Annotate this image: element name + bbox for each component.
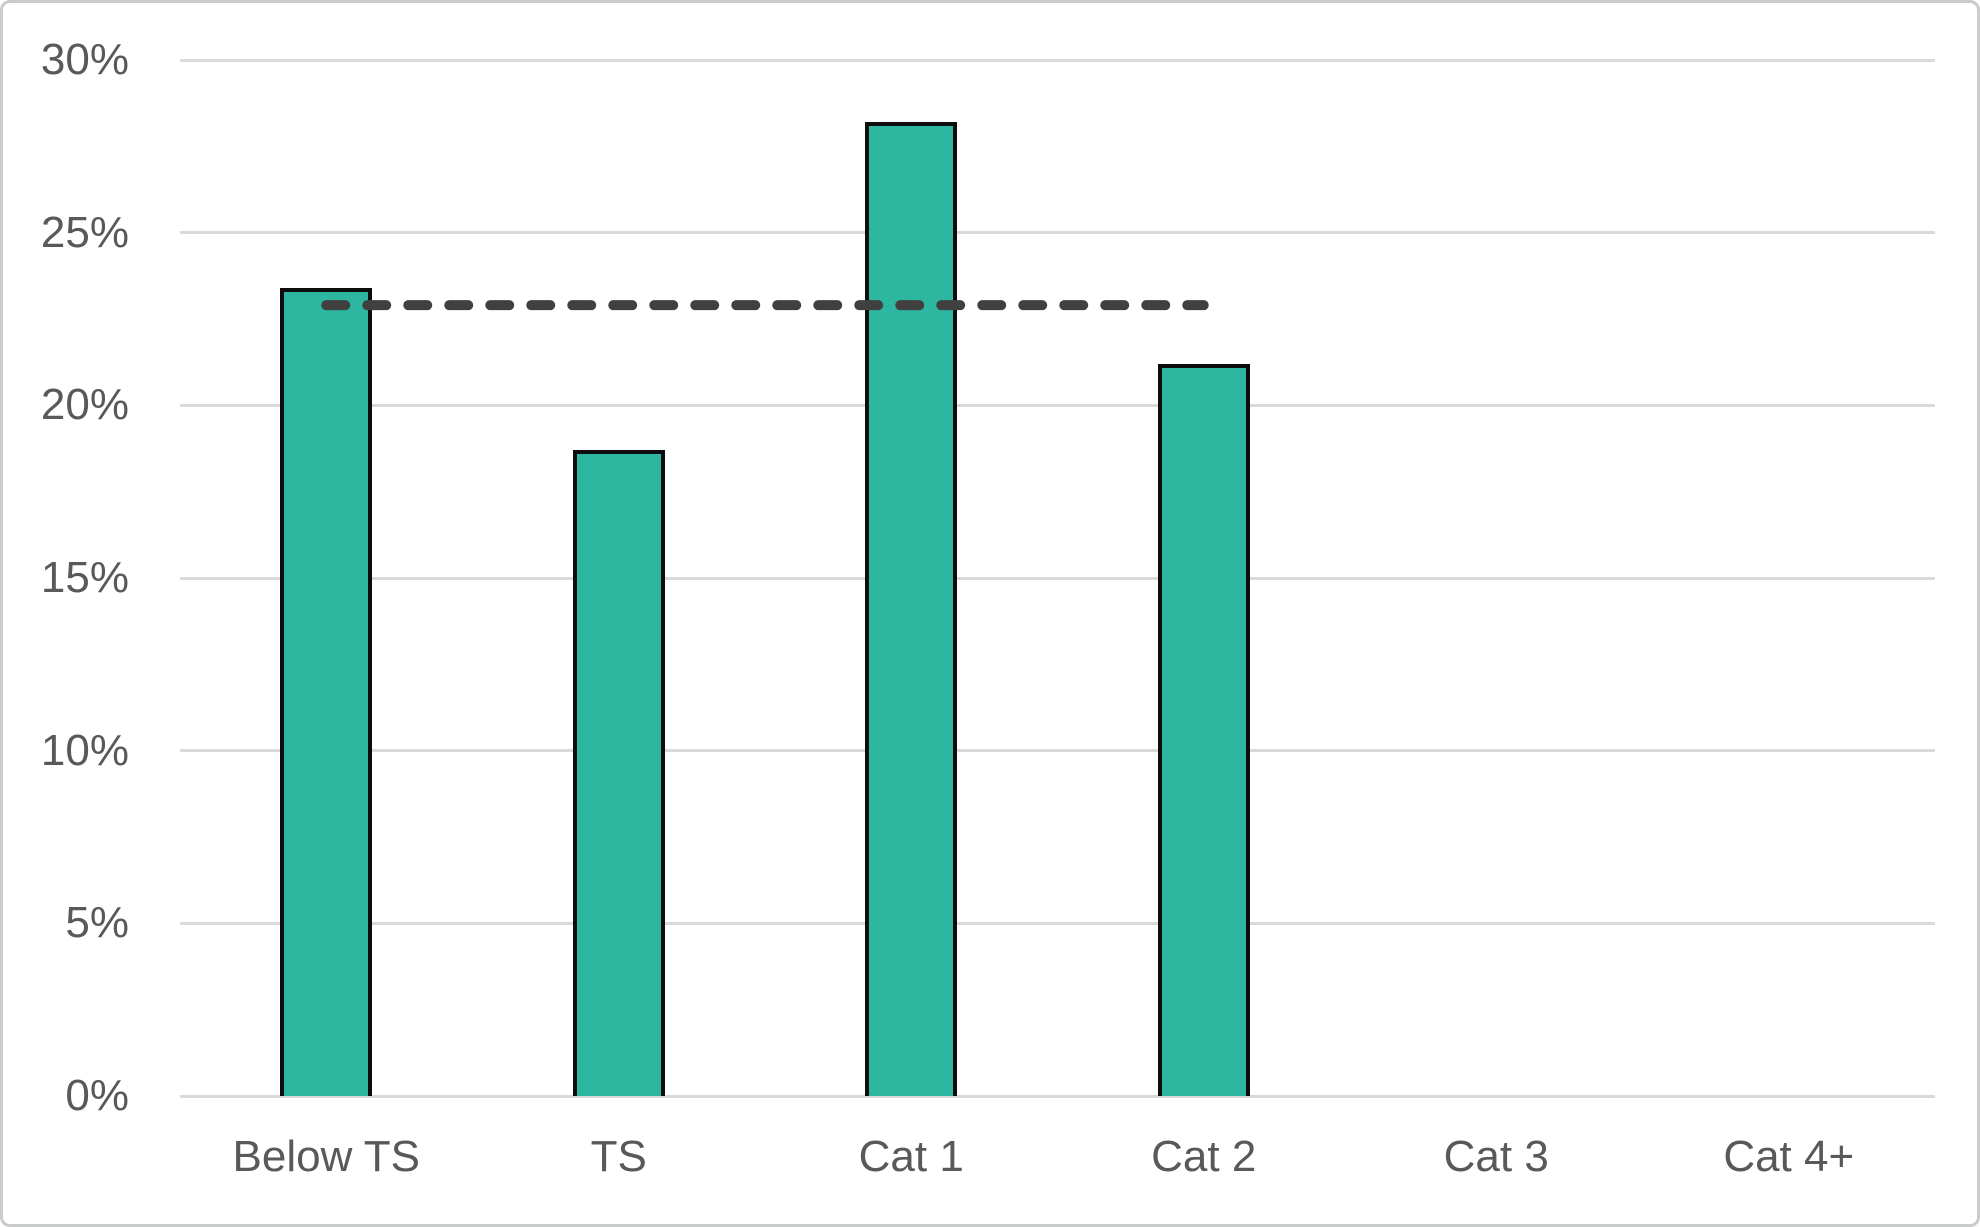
plot-area xyxy=(180,58,1935,1098)
bar-below-ts xyxy=(280,288,373,1096)
gridline-25pct xyxy=(180,231,1935,235)
y-axis-tick-label: 20% xyxy=(40,380,129,430)
y-axis-tick-label: 0% xyxy=(65,1071,129,1120)
y-axis-tick-label: 15% xyxy=(40,553,129,602)
x-axis-category-label-cat-4plus: Cat 4+ xyxy=(1723,1132,1855,1181)
gridline-30pct xyxy=(180,58,1935,62)
gridline-0pct xyxy=(180,1094,1935,1098)
gridline-10pct xyxy=(180,749,1935,753)
x-axis-category-label-below-ts: Below TS xyxy=(232,1132,421,1181)
y-axis-tick-label: 5% xyxy=(65,898,129,948)
bar-ts xyxy=(572,450,665,1096)
x-axis-category-label-cat-1: Cat 1 xyxy=(858,1132,964,1181)
bar-cat-2 xyxy=(1157,364,1250,1096)
x-axis-category-label-cat-3: Cat 3 xyxy=(1443,1132,1549,1181)
gridline-20pct xyxy=(180,403,1935,407)
x-axis-category-label-cat-2: Cat 2 xyxy=(1151,1132,1257,1181)
y-axis-tick-label: 10% xyxy=(40,725,129,775)
gridline-5pct xyxy=(180,921,1935,925)
bar-cat-1 xyxy=(865,122,958,1096)
y-axis-tick-label: 30% xyxy=(40,35,129,84)
y-axis-tick-label: 25% xyxy=(40,207,129,257)
x-axis-category-label-ts: TS xyxy=(590,1132,647,1181)
gridline-15pct xyxy=(180,576,1935,580)
